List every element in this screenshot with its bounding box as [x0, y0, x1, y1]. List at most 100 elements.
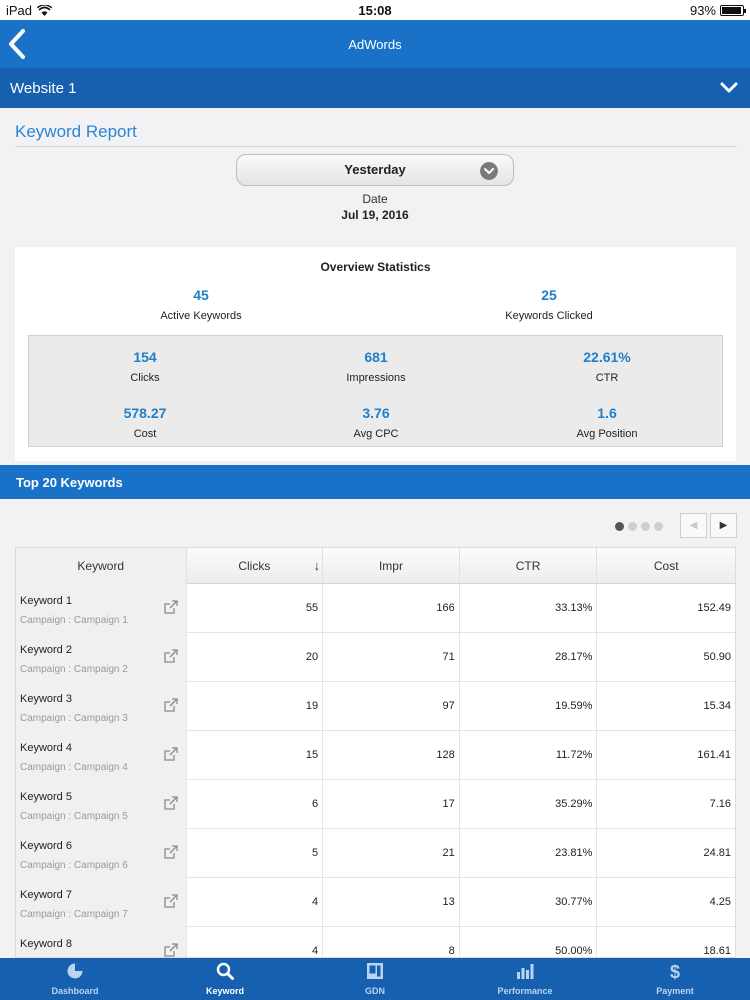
campaign-name: Campaign : Campaign 7: [20, 909, 128, 920]
tab-label: GDN: [365, 986, 385, 996]
keyword-cell: Keyword 6 Campaign : Campaign 6: [16, 829, 187, 878]
external-link-icon[interactable]: [163, 796, 178, 810]
table-row[interactable]: Keyword 3 Campaign : Campaign 3 19 97 19.59%…: [16, 682, 735, 731]
clicks-cell: 20: [187, 633, 324, 682]
pie-chart-icon: [67, 963, 83, 979]
avg-cpc-value: 3.76: [362, 405, 390, 421]
period-label: Yesterday: [344, 162, 406, 177]
table-row[interactable]: Keyword 5 Campaign : Campaign 5 6 17 35.29% 7…: [16, 780, 735, 829]
column-header-cost[interactable]: Cost: [653, 559, 679, 573]
impressions-label: Impressions: [346, 372, 406, 384]
campaign-name: Campaign : Campaign 5: [20, 811, 128, 822]
external-link-icon[interactable]: [163, 845, 178, 859]
external-link-icon[interactable]: [163, 600, 178, 614]
dropdown-chevron-icon: [480, 162, 498, 180]
avg-position-label: Avg Position: [576, 428, 638, 440]
ctr-cell: 50.00%: [460, 927, 598, 957]
column-header-keyword[interactable]: Keyword: [16, 548, 187, 584]
tab-payment[interactable]: $ Payment: [600, 958, 750, 1000]
keywords-clicked-stat: 25 Keywords Clicked: [449, 287, 649, 322]
impressions-cell: 17: [323, 780, 460, 829]
keyword-cell: Keyword 4 Campaign : Campaign 4: [16, 731, 187, 780]
column-header-clicks[interactable]: Clicks ↓: [187, 548, 324, 584]
ctr-cell: 19.59%: [460, 682, 598, 731]
battery-icon: [720, 5, 746, 16]
avg-position-stat: 1.6 Avg Position: [507, 405, 707, 440]
impressions-value: 681: [364, 349, 388, 365]
top-keywords-title: Top 20 Keywords: [16, 475, 123, 490]
table-row[interactable]: Keyword 6 Campaign : Campaign 6 5 21 23.81% 2…: [16, 829, 735, 878]
table-header: Keyword Clicks ↓ Impr CTR Cost: [16, 548, 735, 584]
table-row[interactable]: Keyword 1 Campaign : Campaign 1 55 166 33.13…: [16, 584, 735, 633]
ctr-stat: 22.61% CTR: [507, 349, 707, 384]
page-dot: [641, 522, 650, 531]
tab-label: Payment: [656, 986, 694, 996]
chevron-down-icon[interactable]: [720, 80, 738, 96]
table-row[interactable]: Keyword 4 Campaign : Campaign 4 15 128 11.72…: [16, 731, 735, 780]
clicks-label: Clicks: [130, 372, 160, 384]
keyword-name: Keyword 1: [20, 595, 72, 607]
cost-cell: 24.81: [703, 847, 732, 859]
tab-label: Performance: [497, 986, 553, 996]
ctr-cell: 28.17%: [460, 633, 598, 682]
previous-page-button[interactable]: ◀: [680, 513, 707, 538]
metrics-box: 154 Clicks 681 Impressions 22.61% CTR 57…: [28, 335, 723, 447]
impressions-cell: 8: [323, 927, 460, 957]
table-row[interactable]: Keyword 2 Campaign : Campaign 2 20 71 28.17%…: [16, 633, 735, 682]
title-divider: [15, 146, 737, 147]
tab-performance[interactable]: Performance: [450, 958, 600, 1000]
search-icon: [216, 962, 234, 980]
table-row[interactable]: Keyword 7 Campaign : Campaign 7 4 13 30.77% 4…: [16, 878, 735, 927]
ctr-cell: 33.13%: [460, 584, 598, 633]
tab-keyword[interactable]: Keyword: [150, 958, 300, 1000]
ctr-cell: 35.29%: [460, 780, 598, 829]
ctr-cell: 30.77%: [460, 878, 598, 927]
impressions-cell: 97: [323, 682, 460, 731]
column-header-impr[interactable]: Impr: [323, 548, 460, 584]
impressions-cell: 21: [323, 829, 460, 878]
avg-cpc-label: Avg CPC: [353, 428, 399, 440]
external-link-icon[interactable]: [163, 943, 178, 957]
keyword-name: Keyword 7: [20, 889, 72, 901]
active-keywords-stat: 45 Active Keywords: [101, 287, 301, 322]
keywords-table: Keyword Clicks ↓ Impr CTR Cost Keyword 1…: [15, 547, 736, 958]
website-selector[interactable]: Website 1: [0, 68, 750, 108]
date-label: Date: [362, 192, 388, 206]
table-row[interactable]: Keyword 8 4 8 50.00% 18.61: [16, 927, 735, 957]
ctr-cell: 23.81%: [460, 829, 598, 878]
back-arrow-icon[interactable]: [6, 28, 30, 60]
ctr-label: CTR: [595, 372, 619, 384]
page-indicator: [615, 522, 663, 531]
clicks-cell: 55: [187, 584, 324, 633]
cost-cell: 161.41: [697, 749, 732, 761]
nav-bar: AdWords: [0, 20, 750, 68]
ctr-value: 22.61%: [583, 349, 631, 365]
keyword-name: Keyword 8: [20, 938, 72, 950]
keyword-cell: Keyword 7 Campaign : Campaign 7: [16, 878, 187, 927]
cost-cell: 7.16: [709, 798, 732, 810]
battery-level: [722, 7, 741, 14]
keyword-cell: Keyword 5 Campaign : Campaign 5: [16, 780, 187, 829]
gdn-icon: [367, 963, 383, 979]
sort-descending-icon: ↓: [313, 558, 321, 573]
keyword-name: Keyword 4: [20, 742, 72, 754]
external-link-icon[interactable]: [163, 747, 178, 761]
cost-cell: 15.34: [703, 700, 732, 712]
page-dot: [628, 522, 637, 531]
clicks-stat: 154 Clicks: [45, 349, 245, 384]
tab-gdn[interactable]: GDN: [300, 958, 450, 1000]
campaign-name: Campaign : Campaign 1: [20, 615, 128, 626]
overview-heading: Overview Statistics: [320, 260, 431, 274]
website-name: Website 1: [10, 80, 77, 97]
next-page-button[interactable]: ▶: [710, 513, 737, 538]
cost-value: 578.27: [123, 405, 167, 421]
column-header-ctr[interactable]: CTR: [460, 548, 598, 584]
tab-label: Dashboard: [51, 986, 99, 996]
external-link-icon[interactable]: [163, 698, 178, 712]
tab-dashboard[interactable]: Dashboard: [0, 958, 150, 1000]
external-link-icon[interactable]: [163, 649, 178, 663]
external-link-icon[interactable]: [163, 894, 178, 908]
period-selector[interactable]: Yesterday: [236, 154, 514, 186]
cost-cell: 18.61: [703, 945, 732, 957]
keyword-cell: Keyword 8: [16, 927, 187, 957]
